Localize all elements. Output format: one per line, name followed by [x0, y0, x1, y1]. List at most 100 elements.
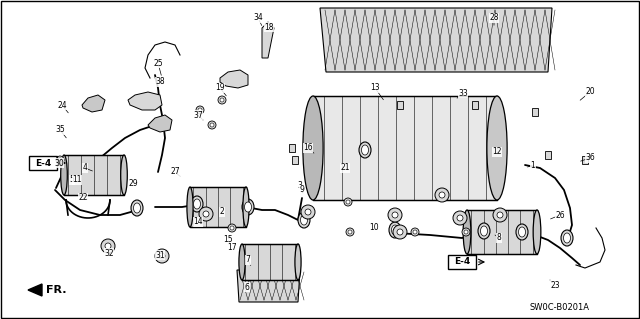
- Bar: [472, 101, 478, 109]
- Text: 16: 16: [303, 144, 313, 152]
- Text: 13: 13: [370, 84, 380, 93]
- Circle shape: [56, 156, 64, 164]
- Bar: [29, 156, 57, 170]
- Circle shape: [497, 212, 503, 218]
- Circle shape: [344, 198, 352, 206]
- Circle shape: [305, 209, 311, 215]
- Ellipse shape: [298, 212, 310, 228]
- Ellipse shape: [478, 223, 490, 239]
- Text: FR.: FR.: [46, 285, 67, 295]
- Ellipse shape: [187, 187, 193, 227]
- Circle shape: [198, 108, 202, 112]
- Ellipse shape: [392, 225, 399, 235]
- Circle shape: [464, 230, 468, 234]
- Bar: [532, 108, 538, 116]
- Text: 5: 5: [70, 175, 74, 184]
- Text: 35: 35: [55, 125, 65, 135]
- Bar: [467, 210, 537, 254]
- Text: 29: 29: [128, 179, 138, 188]
- Circle shape: [397, 229, 403, 235]
- Ellipse shape: [61, 155, 67, 195]
- Text: 28: 28: [489, 13, 499, 23]
- Text: 6: 6: [244, 283, 250, 292]
- Ellipse shape: [244, 202, 252, 212]
- Ellipse shape: [301, 215, 307, 225]
- Circle shape: [493, 208, 507, 222]
- Ellipse shape: [563, 233, 570, 243]
- Circle shape: [348, 230, 352, 234]
- Text: 11: 11: [72, 175, 82, 184]
- Bar: [448, 255, 476, 269]
- Ellipse shape: [359, 142, 371, 158]
- Circle shape: [228, 224, 236, 232]
- Bar: [64, 155, 124, 195]
- Ellipse shape: [131, 200, 143, 216]
- Text: 22: 22: [78, 194, 88, 203]
- Bar: [289, 144, 295, 152]
- Ellipse shape: [533, 210, 541, 254]
- Circle shape: [58, 158, 62, 162]
- Ellipse shape: [516, 224, 528, 240]
- Circle shape: [453, 211, 467, 225]
- Bar: [545, 151, 551, 159]
- Bar: [190, 187, 246, 227]
- Text: 14: 14: [193, 218, 203, 226]
- Polygon shape: [128, 92, 162, 110]
- Text: 1: 1: [531, 160, 536, 169]
- Text: 26: 26: [555, 211, 565, 219]
- Circle shape: [457, 215, 463, 221]
- Circle shape: [301, 205, 315, 219]
- Circle shape: [462, 228, 470, 236]
- Ellipse shape: [481, 226, 488, 236]
- Circle shape: [392, 212, 398, 218]
- Text: 36: 36: [585, 153, 595, 162]
- Circle shape: [411, 228, 419, 236]
- Ellipse shape: [389, 222, 401, 238]
- Circle shape: [413, 230, 417, 234]
- Text: 15: 15: [223, 235, 233, 244]
- Ellipse shape: [239, 244, 245, 280]
- Circle shape: [210, 123, 214, 127]
- Text: 20: 20: [585, 87, 595, 97]
- Text: 31: 31: [155, 250, 165, 259]
- Ellipse shape: [303, 96, 323, 200]
- Polygon shape: [28, 284, 42, 296]
- Bar: [313, 96, 497, 200]
- Ellipse shape: [518, 227, 525, 237]
- Text: E-4: E-4: [35, 159, 51, 167]
- Ellipse shape: [362, 145, 369, 155]
- Bar: [397, 101, 403, 109]
- Text: 7: 7: [246, 256, 250, 264]
- Circle shape: [346, 228, 354, 236]
- Circle shape: [101, 239, 115, 253]
- Bar: [292, 156, 298, 164]
- Circle shape: [346, 200, 350, 204]
- Circle shape: [159, 253, 165, 259]
- Text: 3: 3: [298, 181, 303, 189]
- Text: 23: 23: [550, 280, 560, 290]
- Circle shape: [199, 207, 213, 221]
- Text: 21: 21: [340, 164, 349, 173]
- Text: 27: 27: [170, 167, 180, 176]
- Ellipse shape: [561, 230, 573, 246]
- Circle shape: [220, 98, 224, 102]
- Text: 34: 34: [253, 13, 263, 23]
- Text: 9: 9: [300, 186, 305, 195]
- Polygon shape: [320, 8, 552, 72]
- Ellipse shape: [295, 244, 301, 280]
- Ellipse shape: [191, 196, 203, 212]
- Polygon shape: [220, 70, 248, 88]
- Polygon shape: [237, 270, 300, 302]
- Circle shape: [393, 225, 407, 239]
- Circle shape: [439, 192, 445, 198]
- Circle shape: [208, 121, 216, 129]
- Text: 30: 30: [54, 159, 64, 167]
- Ellipse shape: [121, 155, 127, 195]
- Circle shape: [435, 188, 449, 202]
- Ellipse shape: [487, 96, 507, 200]
- Ellipse shape: [134, 203, 141, 213]
- Bar: [582, 156, 588, 164]
- Circle shape: [218, 96, 226, 104]
- Circle shape: [230, 226, 234, 230]
- Text: E-4: E-4: [454, 257, 470, 266]
